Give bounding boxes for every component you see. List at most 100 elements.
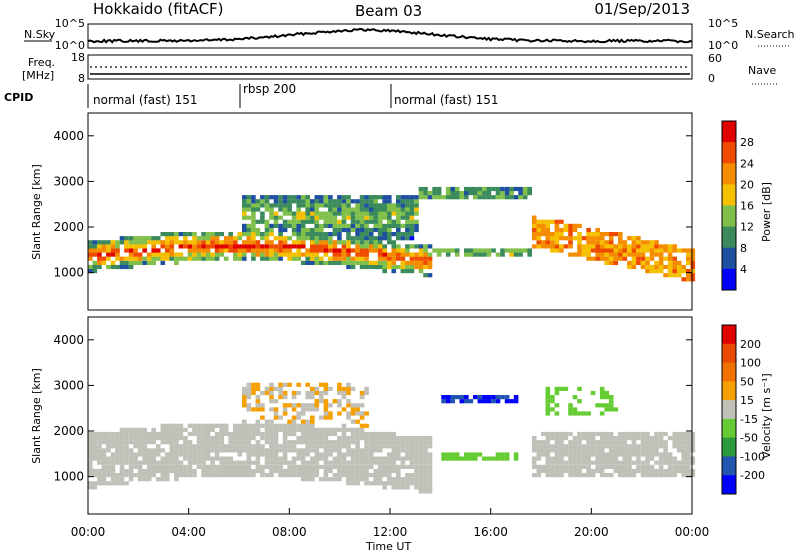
velocity-cell: [414, 481, 419, 486]
power-cell: [300, 199, 306, 204]
power-cell: [323, 211, 329, 216]
power-cell: [531, 227, 537, 233]
power-cell: [151, 236, 156, 241]
power-cell: [364, 260, 369, 265]
velocity-cell: [545, 448, 551, 453]
power-cell: [332, 223, 338, 228]
velocity-cell: [291, 423, 297, 428]
velocity-cell: [291, 403, 297, 408]
power-cell: [486, 191, 492, 196]
velocity-cell: [586, 444, 591, 449]
power-cell: [368, 236, 374, 241]
velocity-cell: [359, 477, 365, 482]
power-cell: [251, 256, 256, 261]
velocity-cell: [622, 436, 628, 441]
velocity-cell: [155, 464, 161, 469]
velocity-cell: [622, 448, 628, 453]
power-cell: [160, 232, 166, 237]
velocity-cell: [622, 468, 628, 474]
power-cell: [264, 227, 270, 233]
velocity-cell: [368, 440, 374, 445]
power-cell: [436, 248, 442, 253]
velocity-cell: [658, 468, 664, 474]
power-cell: [291, 232, 297, 237]
velocity-cell: [282, 460, 288, 465]
power-cell: [251, 252, 256, 257]
velocity-cell: [269, 427, 274, 432]
xtick-label: 00:00: [71, 525, 106, 539]
velocity-cell: [387, 456, 392, 461]
velocity-cell: [133, 427, 138, 432]
velocity-cell: [233, 431, 238, 437]
velocity-cell: [377, 477, 383, 482]
velocity-cell: [676, 468, 682, 474]
power-cell: [142, 236, 147, 241]
power-cell: [119, 264, 125, 270]
velocity-cell: [690, 448, 696, 453]
power-cell: [242, 223, 247, 228]
power-cell: [667, 256, 673, 261]
velocity-cell: [287, 403, 292, 408]
power-cell: [201, 232, 206, 237]
power-cell: [346, 195, 351, 200]
velocity-cell: [350, 464, 356, 469]
power-cell: [187, 244, 193, 249]
velocity-cell: [160, 456, 166, 461]
power-cell: [124, 256, 129, 261]
power-cell: [377, 252, 383, 257]
power-cell: [436, 191, 442, 196]
power-cell: [300, 252, 306, 257]
velocity-cell: [414, 452, 419, 457]
power-cell: [618, 232, 623, 237]
xtick-label: 04:00: [171, 525, 206, 539]
velocity-cell: [391, 436, 397, 441]
velocity-cell: [133, 444, 138, 449]
power-cell: [337, 260, 342, 265]
power-cell: [223, 248, 229, 253]
velocity-cell: [658, 436, 664, 441]
power-cell: [269, 244, 274, 249]
power-cell: [341, 199, 347, 204]
velocity-cell: [663, 452, 668, 457]
power-cell: [314, 215, 320, 220]
velocity-cell: [296, 415, 301, 420]
velocity-cell: [377, 440, 383, 445]
velocity-cell: [377, 481, 383, 486]
power-cell: [658, 256, 664, 261]
velocity-cell: [627, 464, 632, 469]
velocity-cell: [346, 436, 351, 441]
velocity-cell: [332, 473, 338, 478]
power-cell: [418, 264, 424, 270]
velocity-cell: [536, 444, 542, 449]
velocity-cell: [468, 452, 474, 457]
velocity-cell: [590, 448, 596, 453]
velocity-cell: [246, 468, 252, 474]
velocity-cell: [187, 440, 193, 445]
power-cell: [645, 240, 650, 245]
velocity-cell: [663, 448, 668, 453]
velocity-cell: [174, 427, 179, 432]
power-cell: [359, 236, 365, 241]
power-cell: [672, 264, 677, 270]
velocity-cell: [631, 444, 637, 449]
velocity-cell: [649, 468, 655, 474]
velocity-cell: [97, 431, 102, 437]
velocity-cell: [554, 431, 560, 437]
power-cell: [341, 244, 347, 249]
power-cell: [237, 244, 243, 249]
velocity-cell: [491, 395, 496, 400]
velocity-cell: [169, 468, 175, 474]
velocity-cell: [101, 468, 107, 474]
velocity-cell: [387, 460, 392, 465]
power-cell: [115, 248, 120, 253]
power-cell: [613, 260, 619, 265]
power-cell: [355, 203, 360, 208]
velocity-cell: [323, 390, 329, 396]
power-cell: [368, 211, 374, 216]
power-cell: [332, 244, 338, 249]
power-cell: [377, 240, 383, 245]
velocity-cell: [531, 456, 537, 461]
velocity-cell: [341, 473, 347, 478]
power-cell: [242, 256, 247, 261]
velocity-cell: [269, 460, 274, 465]
